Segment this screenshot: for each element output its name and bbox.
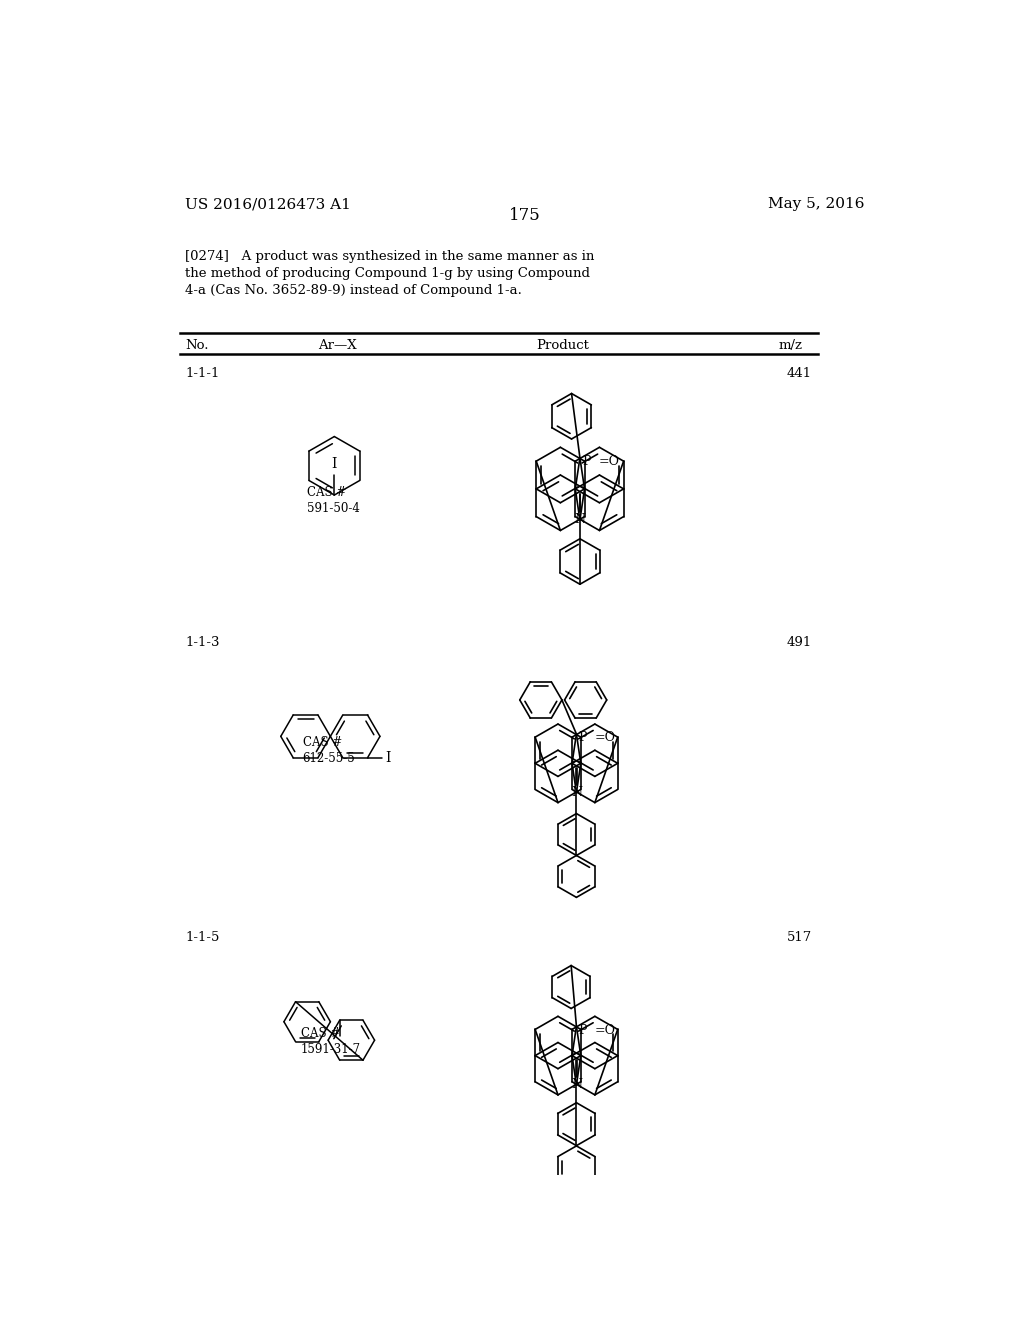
Text: Ar—X: Ar—X (318, 339, 357, 352)
Text: P: P (579, 1023, 587, 1036)
Text: 1-1-1: 1-1-1 (185, 367, 219, 380)
Text: CAS #
612-55-5: CAS # 612-55-5 (303, 737, 355, 766)
Text: No.: No. (185, 339, 209, 352)
Text: N: N (571, 1078, 582, 1092)
Text: P: P (579, 731, 587, 744)
Text: 175: 175 (509, 207, 541, 224)
Text: =O: =O (595, 1023, 616, 1036)
Text: =O: =O (595, 731, 616, 744)
Text: May 5, 2016: May 5, 2016 (768, 197, 864, 211)
Text: m/z: m/z (778, 339, 803, 352)
Text: 491: 491 (786, 636, 812, 649)
Text: CAS #
1591-31-7: CAS # 1591-31-7 (301, 1027, 361, 1056)
Text: N: N (571, 787, 582, 799)
Text: 1-1-5: 1-1-5 (185, 931, 219, 944)
Text: 1-1-3: 1-1-3 (185, 636, 219, 649)
Text: [0274]   A product was synthesized in the same manner as in
the method of produc: [0274] A product was synthesized in the … (185, 249, 595, 297)
Text: CAS #
591-50-4: CAS # 591-50-4 (306, 486, 359, 515)
Text: P: P (582, 455, 591, 469)
Text: 441: 441 (786, 367, 812, 380)
Text: Product: Product (537, 339, 590, 352)
Text: 517: 517 (786, 931, 812, 944)
Text: US 2016/0126473 A1: US 2016/0126473 A1 (185, 197, 351, 211)
Text: I: I (332, 458, 337, 471)
Text: I: I (386, 751, 391, 764)
Text: =O: =O (598, 455, 620, 469)
Text: N: N (574, 513, 586, 527)
